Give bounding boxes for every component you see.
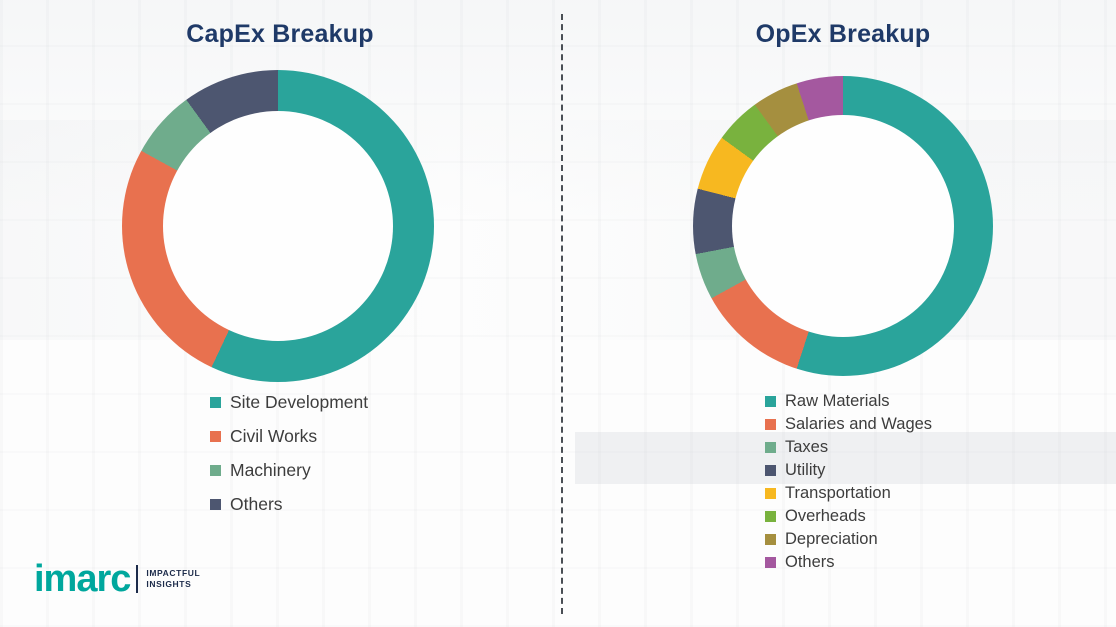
legend-swatch — [765, 465, 776, 476]
legend-item: Others — [210, 494, 368, 514]
legend-swatch — [765, 396, 776, 407]
legend-swatch — [210, 430, 221, 442]
capex-chart-title: CapEx Breakup — [186, 20, 374, 48]
legend-item: Salaries and Wages — [765, 415, 932, 434]
legend-swatch — [765, 419, 776, 430]
legend-item: Raw Materials — [765, 392, 932, 411]
imarc-logo: imarc IMPACTFUL INSIGHTS — [34, 560, 200, 598]
legend-item: Machinery — [210, 460, 368, 480]
legend-swatch — [210, 464, 221, 476]
legend-label: Taxes — [785, 438, 829, 456]
logo-tagline: IMPACTFUL INSIGHTS — [146, 568, 200, 590]
legend-item: Taxes — [765, 438, 932, 457]
legend-label: Utility — [785, 461, 826, 479]
legend-label: Civil Works — [230, 426, 318, 446]
legend-swatch — [210, 396, 221, 408]
capex-donut-chart — [122, 70, 434, 382]
legend-item: Civil Works — [210, 426, 368, 446]
opex-chart-title: OpEx Breakup — [755, 20, 931, 48]
legend-label: Overheads — [785, 507, 866, 525]
legend-label: Salaries and Wages — [785, 415, 933, 433]
legend-label: Depreciation — [785, 530, 878, 548]
logo-separator — [136, 565, 139, 593]
legend-item: Others — [765, 553, 932, 572]
logo-tagline-line2: INSIGHTS — [146, 579, 192, 589]
capex-donut-hole — [162, 110, 394, 342]
legend-label: Raw Materials — [785, 392, 890, 410]
legend-item: Transportation — [765, 484, 932, 503]
legend-swatch — [765, 488, 776, 499]
legend-swatch — [765, 534, 776, 545]
legend-label: Others — [230, 494, 283, 514]
legend-label: Machinery — [230, 460, 311, 480]
legend-swatch — [210, 498, 221, 510]
opex-donut-chart — [693, 76, 993, 376]
legend-item: Site Development — [210, 392, 368, 412]
legend-swatch — [765, 511, 776, 522]
legend-item: Utility — [765, 461, 932, 480]
legend-label: Others — [785, 553, 835, 571]
legend-item: Depreciation — [765, 530, 932, 549]
legend-item: Overheads — [765, 507, 932, 526]
center-dashed-divider — [561, 14, 563, 614]
legend-swatch — [765, 557, 776, 568]
opex-legend: Raw Materials Salaries and Wages Taxes Util… — [765, 392, 932, 576]
legend-swatch — [765, 442, 776, 453]
legend-label: Transportation — [785, 484, 891, 502]
legend-label: Site Development — [230, 392, 369, 412]
imarc-logo-text: imarc — [34, 558, 131, 600]
capex-legend: Site Development Civil Works Machinery Othe… — [210, 392, 368, 528]
opex-donut-hole — [732, 115, 954, 337]
logo-tagline-line1: IMPACTFUL — [146, 568, 201, 578]
